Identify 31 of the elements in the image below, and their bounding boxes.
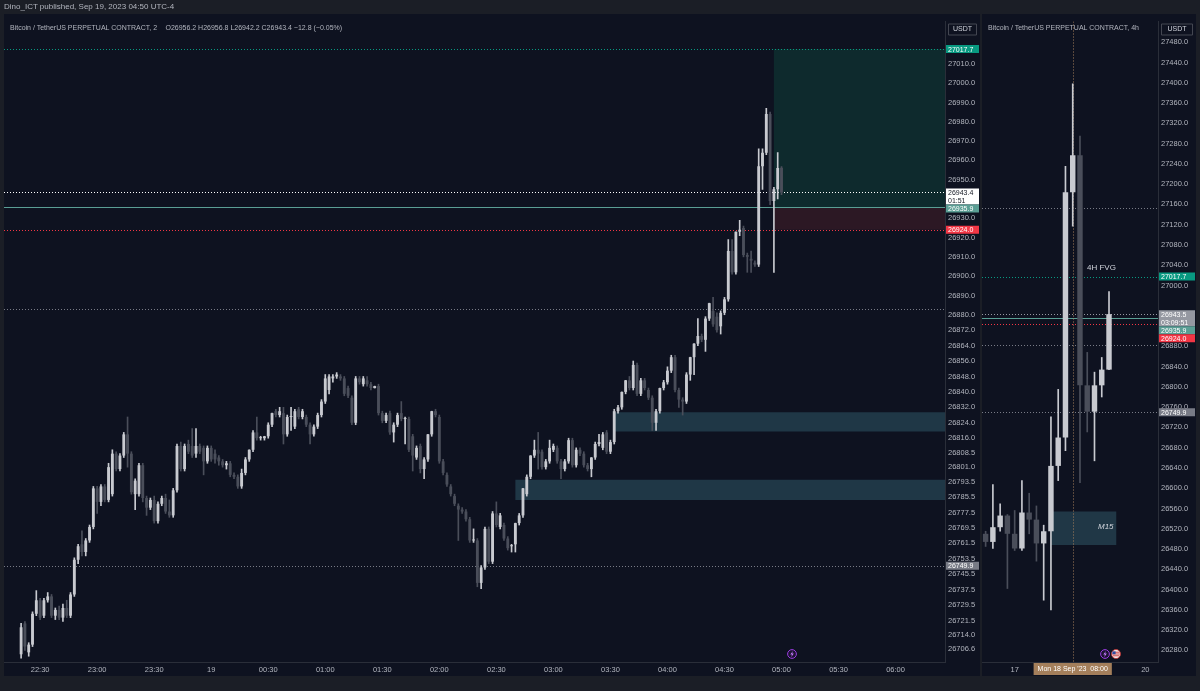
candlestick [183,443,187,472]
annotation: 4H FVG [1087,262,1116,274]
candlestick [749,250,753,273]
candlestick [224,461,228,470]
candlestick [164,493,168,514]
candlestick [1026,492,1032,535]
candlestick [358,376,361,385]
candlestick [69,592,72,618]
annotation: M15 [1098,521,1114,533]
candlestick [510,543,513,553]
candlestick [491,511,494,564]
candlestick [403,416,407,445]
candlestick [1070,83,1076,227]
candlestick [1040,524,1047,601]
text: Dino_ICT published, Sep 19, 2023 04:50 UTC-4 [4,1,175,13]
candlestick [282,407,285,445]
candlestick [50,594,53,618]
candlestick [704,316,707,352]
candlestick [126,416,129,468]
candlestick [990,484,996,549]
candlestick [301,408,304,420]
candlestick [453,493,456,507]
candlestick [205,445,209,464]
candlestick [536,432,540,470]
candlestick [685,372,688,404]
candlestick [780,166,783,196]
candlestick [472,528,475,543]
candlestick [628,376,631,391]
candlestick [570,437,574,468]
candlestick [434,408,437,418]
candlestick [415,445,418,460]
